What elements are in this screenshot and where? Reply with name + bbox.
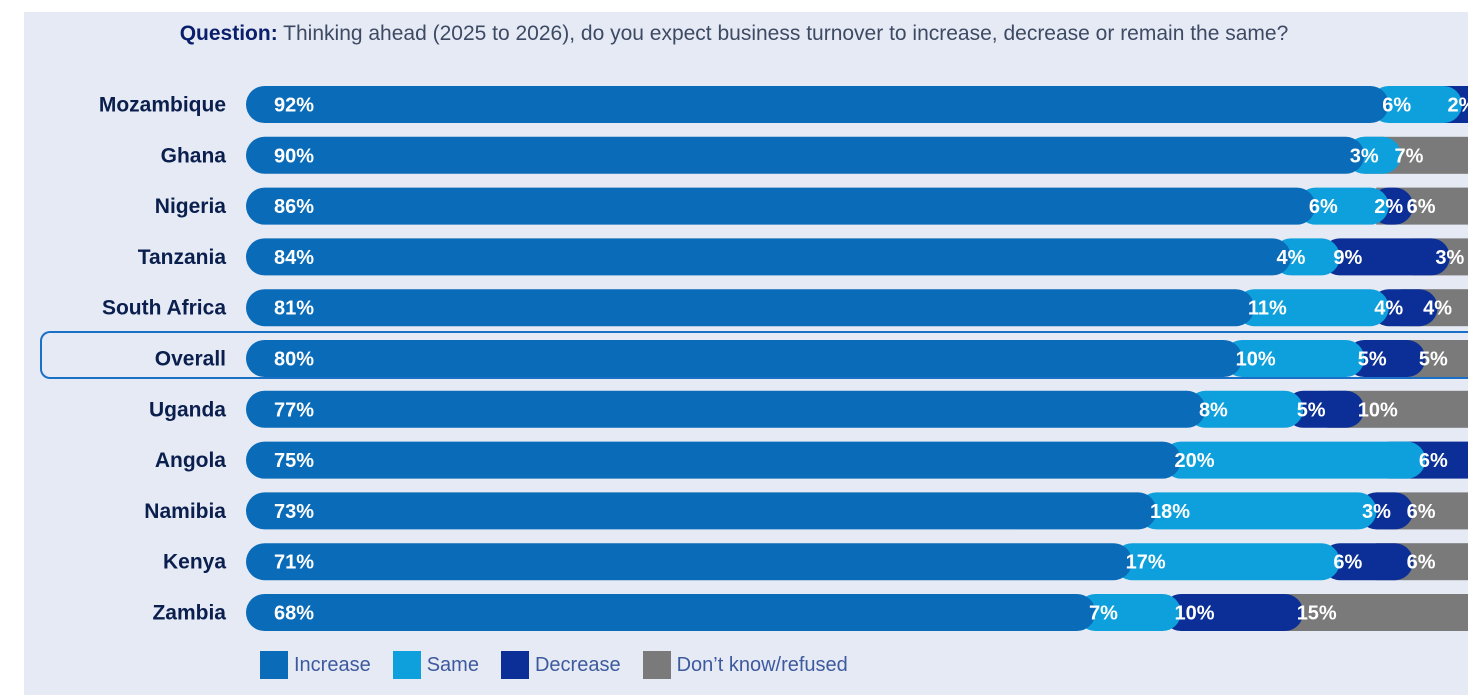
legend-item-don-t-know-refused: Don’t know/refused (642, 651, 848, 679)
value-label-uganda-increase: 77% (274, 399, 314, 421)
value-label-mozambique-decrease: 2% (1448, 95, 1468, 117)
value-label-zambia-same: 7% (1089, 603, 1118, 625)
value-label-south-africa-same: 11% (1248, 298, 1287, 320)
bar-segment-tanzania-same (1272, 238, 1340, 276)
bar-segment-zambia-increase (246, 594, 1096, 631)
category-label-angola: Angola (155, 449, 226, 472)
bar-segment-kenya-decrease (1321, 543, 1414, 581)
question-text: Question: Thinking ahead (2025 to 2026),… (0, 22, 1468, 46)
value-label-south-africa-increase: 81% (274, 298, 314, 320)
bar-segment-kenya-same (1113, 543, 1340, 581)
bar-segment-uganda-decrease (1284, 390, 1365, 428)
value-label-south-africa-decrease: 4% (1374, 298, 1403, 320)
category-label-tanzania: Tanzania (138, 246, 227, 269)
bar-segment-overall-increase (246, 340, 1243, 377)
legend-swatch-don-t-know-refused (642, 651, 671, 679)
value-label-zambia-decrease: 10% (1175, 603, 1215, 625)
value-label-zambia-increase: 68% (274, 603, 314, 625)
category-label-uganda: Uganda (149, 398, 226, 421)
value-label-kenya-don-t-know-refused: 6% (1407, 552, 1436, 574)
category-label-zambia: Zambia (152, 602, 226, 625)
category-label-nigeria: Nigeria (155, 195, 227, 218)
legend-swatch-same (392, 651, 421, 679)
value-label-overall-increase: 80% (274, 349, 314, 371)
category-label-ghana: Ghana (161, 144, 227, 167)
value-label-tanzania-same: 4% (1276, 247, 1305, 269)
category-label-south-africa: South Africa (102, 297, 226, 320)
bar-segment-south-africa-same (1235, 289, 1389, 327)
bar-segment-overall-same (1223, 340, 1365, 377)
bar-segment-angola-increase (246, 441, 1181, 479)
value-label-kenya-decrease: 6% (1333, 552, 1362, 574)
value-label-overall-don-t-know-refused: 5% (1419, 349, 1448, 371)
legend-label-decrease: Decrease (534, 653, 621, 676)
value-label-angola-decrease: 6% (1419, 450, 1448, 472)
value-label-zambia-don-t-know-refused: 15% (1297, 603, 1337, 625)
bar-segment-namibia-same (1138, 492, 1377, 530)
value-label-overall-decrease: 5% (1358, 349, 1387, 371)
value-label-kenya-same: 17% (1126, 552, 1166, 574)
value-label-mozambique-same: 6% (1382, 95, 1411, 117)
value-label-tanzania-decrease: 9% (1333, 247, 1362, 269)
value-label-namibia-decrease: 3% (1362, 501, 1391, 523)
value-label-ghana-don-t-know-refused: 7% (1394, 145, 1423, 167)
question-label: Question: (179, 22, 278, 45)
legend-label-same: Same (426, 653, 479, 676)
bar-segment-zambia-decrease (1162, 594, 1304, 631)
bar-segment-namibia-increase (246, 492, 1157, 530)
bar-segment-nigeria-same (1296, 187, 1389, 225)
bar-segment-mozambique-increase (246, 86, 1389, 123)
value-label-nigeria-increase: 86% (274, 196, 314, 218)
value-label-namibia-don-t-know-refused: 6% (1407, 501, 1436, 523)
legend-label-don-t-know-refused: Don’t know/refused (676, 653, 848, 676)
value-label-angola-same: 20% (1175, 450, 1215, 472)
bar-segment-zambia-same (1076, 594, 1181, 631)
category-label-overall: Overall (155, 348, 226, 371)
legend-item-same: Same (392, 651, 479, 679)
bar-segment-south-africa-increase (246, 289, 1255, 327)
value-label-namibia-same: 18% (1150, 501, 1190, 523)
value-label-nigeria-don-t-know-refused: 6% (1407, 196, 1436, 218)
bar-segment-nigeria-increase (246, 187, 1316, 225)
category-label-namibia: Namibia (144, 500, 226, 523)
value-label-namibia-increase: 73% (274, 501, 314, 523)
value-label-tanzania-increase: 84% (274, 247, 314, 269)
legend-label-increase: Increase (294, 653, 371, 676)
value-label-uganda-same: 8% (1199, 399, 1228, 421)
value-label-tanzania-don-t-know-refused: 3% (1435, 247, 1464, 269)
value-label-uganda-decrease: 5% (1297, 399, 1326, 421)
bar-segment-uganda-increase (246, 390, 1206, 428)
value-label-angola-increase: 75% (274, 450, 314, 472)
legend-item-increase: Increase (260, 651, 371, 679)
bar-segment-mozambique-same (1370, 86, 1463, 123)
overall-highlight-box (40, 331, 1468, 379)
value-label-ghana-same: 3% (1350, 145, 1379, 167)
value-label-ghana-increase: 90% (274, 145, 314, 167)
category-label-kenya: Kenya (163, 551, 226, 574)
value-label-uganda-don-t-know-refused: 10% (1358, 399, 1398, 421)
value-label-kenya-increase: 71% (274, 552, 314, 574)
value-label-overall-same: 10% (1236, 349, 1276, 371)
legend-swatch-increase (260, 651, 288, 679)
bar-segment-overall-decrease (1345, 340, 1426, 377)
value-label-nigeria-decrease: 2% (1374, 196, 1403, 218)
bar-segment-ghana-increase (246, 136, 1365, 174)
category-label-mozambique: Mozambique (99, 94, 226, 117)
stacked-bar-chart: Mozambique92%6%2%Ghana90%3%7%Nigeria86%6… (99, 86, 1468, 631)
value-label-nigeria-same: 6% (1309, 196, 1338, 218)
value-label-mozambique-increase: 92% (274, 95, 314, 117)
bar-segment-kenya-increase (246, 543, 1133, 581)
question-body: Thinking ahead (2025 to 2026), do you ex… (283, 22, 1289, 45)
bar-segment-angola-same (1162, 441, 1426, 479)
value-label-south-africa-don-t-know-refused: 4% (1423, 298, 1452, 320)
bar-segment-south-africa-decrease (1370, 289, 1438, 327)
legend-swatch-decrease (500, 651, 529, 679)
bar-segment-uganda-same (1186, 390, 1304, 428)
chart-legend: Increase Same Decrease Don’t know/refused (260, 650, 870, 680)
bar-segment-tanzania-increase (246, 238, 1291, 276)
bar-segment-tanzania-decrease (1321, 238, 1450, 276)
legend-item-decrease: Decrease (500, 651, 621, 679)
